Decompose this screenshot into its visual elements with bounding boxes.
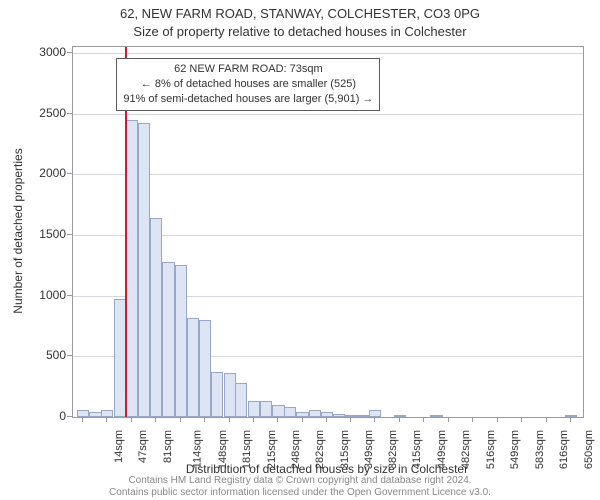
histogram-bar xyxy=(89,412,101,417)
histogram-bar xyxy=(235,383,247,417)
x-tick-label: 650sqm xyxy=(583,430,595,469)
chart-title-line2: Size of property relative to detached ho… xyxy=(0,24,600,39)
x-tick-mark xyxy=(131,417,132,422)
histogram-bar xyxy=(309,410,321,417)
y-tick-mark xyxy=(67,113,72,114)
chart-title-line1: 62, NEW FARM ROAD, STANWAY, COLCHESTER, … xyxy=(0,6,600,21)
x-tick-mark xyxy=(82,417,83,422)
x-tick-mark xyxy=(374,417,375,422)
histogram-bar xyxy=(357,415,369,417)
y-tick-mark xyxy=(67,173,72,174)
histogram-bar xyxy=(162,262,174,417)
histogram-bar xyxy=(211,372,223,417)
histogram-bar xyxy=(126,120,138,417)
histogram-bar xyxy=(187,318,199,417)
x-tick-mark xyxy=(350,417,351,422)
y-tick-mark xyxy=(67,416,72,417)
y-axis-title-wrap: Number of detached properties xyxy=(8,46,28,416)
histogram-bar xyxy=(199,320,211,417)
y-axis-title: Number of detached properties xyxy=(11,148,25,313)
x-tick-mark xyxy=(399,417,400,422)
copyright-line2: Contains public sector information licen… xyxy=(109,487,491,498)
info-box-line1: 62 NEW FARM ROAD: 73sqm xyxy=(123,62,373,77)
copyright-text: Contains HM Land Registry data © Crown c… xyxy=(0,475,600,498)
x-tick-mark xyxy=(423,417,424,422)
x-tick-mark xyxy=(180,417,181,422)
x-tick-mark xyxy=(106,417,107,422)
histogram-bar xyxy=(430,415,442,417)
x-tick-label: 81sqm xyxy=(162,430,174,463)
histogram-bar xyxy=(284,407,296,417)
x-tick-mark xyxy=(448,417,449,422)
plot-area: 62 NEW FARM ROAD: 73sqm ← 8% of detached… xyxy=(72,46,584,418)
histogram-bar xyxy=(248,401,260,417)
x-tick-mark xyxy=(253,417,254,422)
histogram-bar xyxy=(114,299,126,417)
histogram-bar xyxy=(224,373,236,417)
histogram-bar xyxy=(77,410,89,417)
x-tick-mark xyxy=(204,417,205,422)
histogram-bar xyxy=(101,410,113,417)
x-tick-mark xyxy=(155,417,156,422)
y-tick-mark xyxy=(67,52,72,53)
histogram-bar xyxy=(272,405,284,417)
chart-container: 62, NEW FARM ROAD, STANWAY, COLCHESTER, … xyxy=(0,0,600,500)
copyright-line1: Contains HM Land Registry data © Crown c… xyxy=(128,475,471,486)
histogram-bar xyxy=(369,410,381,417)
info-box-line3: 91% of semi-detached houses are larger (… xyxy=(123,92,373,107)
x-tick-mark xyxy=(546,417,547,422)
histogram-bar xyxy=(175,265,187,417)
x-tick-mark xyxy=(229,417,230,422)
y-tick-mark xyxy=(67,295,72,296)
x-tick-mark xyxy=(277,417,278,422)
info-box: 62 NEW FARM ROAD: 73sqm ← 8% of detached… xyxy=(116,58,380,111)
histogram-bar xyxy=(333,414,345,417)
x-tick-label: 14sqm xyxy=(113,430,125,463)
x-tick-mark xyxy=(326,417,327,422)
histogram-bar xyxy=(260,401,272,417)
y-tick-mark xyxy=(67,355,72,356)
x-tick-mark xyxy=(497,417,498,422)
x-tick-mark xyxy=(302,417,303,422)
x-tick-mark xyxy=(521,417,522,422)
x-tick-label: 47sqm xyxy=(137,430,149,463)
histogram-bar xyxy=(150,218,162,417)
x-axis-title: Distribution of detached houses by size … xyxy=(72,462,582,476)
x-tick-mark xyxy=(472,417,473,422)
info-box-line2: ← 8% of detached houses are smaller (525… xyxy=(123,77,373,92)
y-tick-mark xyxy=(67,234,72,235)
histogram-bar xyxy=(138,123,150,417)
x-tick-mark xyxy=(570,417,571,422)
